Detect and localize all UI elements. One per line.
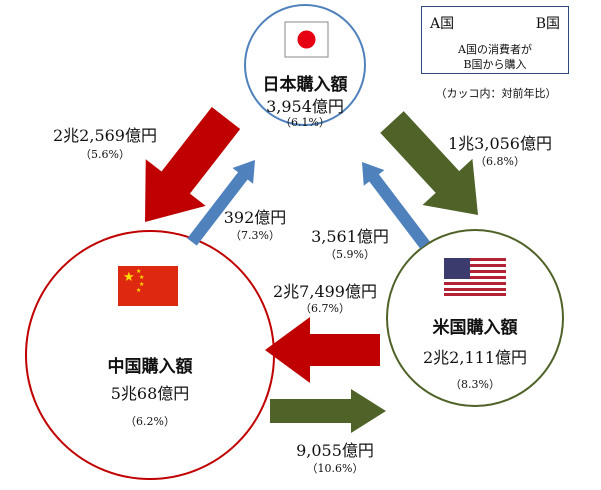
china-to-usa-value: 9,055億円 (296, 441, 374, 460)
usa-pct: （8.3%） (450, 378, 500, 391)
japan-to-usa-value: 1兆3,056億円 (448, 134, 552, 153)
svg-text:★: ★ (139, 281, 144, 288)
legend-box: A国 B国 A国の消費者が B国から購入 (421, 6, 569, 74)
us-flag-icon (444, 258, 506, 296)
legend-a-label: A国 (430, 16, 455, 32)
china-value: 5兆68億円 (110, 384, 190, 403)
china-to-japan-pct: （7.3%） (230, 229, 280, 242)
china-to-japan-arrow (187, 160, 255, 246)
usa-to-china-arrow (265, 317, 380, 383)
japan-pct: （6.1%） (280, 116, 330, 129)
japan-to-usa-arrow (380, 111, 479, 216)
japan-to-usa-pct: （6.8%） (475, 155, 525, 168)
china-to-usa-arrow (270, 389, 386, 433)
usa-to-china-pct: （6.7%） (300, 302, 350, 315)
legend-desc-1: A国の消費者が (458, 43, 532, 56)
china-flag-icon: ★ ★ ★ ★ ★ (118, 266, 178, 306)
usa-value: 2兆2,111億円 (423, 348, 527, 367)
usa-to-china-value: 2兆7,499億円 (273, 282, 377, 301)
svg-text:★: ★ (136, 268, 141, 275)
legend-note: （カッコ内：対前年比） (435, 87, 557, 100)
china-to-japan-value: 392億円 (223, 208, 287, 227)
usa-to-japan-value: 3,561億円 (311, 227, 389, 246)
legend-b-label: B国 (535, 16, 560, 32)
china-pct: （6.2%） (125, 415, 175, 428)
japan-to-china-value: 2兆2,569億円 (53, 126, 157, 145)
japan-to-china-pct: （5.6%） (80, 148, 130, 161)
japan-title: 日本購入額 (262, 75, 348, 95)
usa-to-japan-pct: （5.9%） (325, 248, 375, 261)
japan-flag-icon (284, 21, 329, 58)
svg-text:★: ★ (123, 270, 135, 285)
japan-circle (244, 4, 366, 126)
japan-value: 3,954億円 (266, 97, 344, 116)
usa-to-japan-arrow (361, 162, 430, 249)
usa-title: 米国購入額 (432, 318, 518, 338)
legend-desc-2: B国から購入 (463, 58, 527, 71)
china-to-usa-pct: （10.6%） (306, 462, 364, 475)
japan-to-china-arrow (145, 106, 241, 223)
china-title: 中国購入額 (107, 357, 193, 377)
usa-circle (386, 229, 564, 407)
svg-text:★: ★ (136, 287, 141, 294)
svg-text:★: ★ (139, 274, 144, 281)
